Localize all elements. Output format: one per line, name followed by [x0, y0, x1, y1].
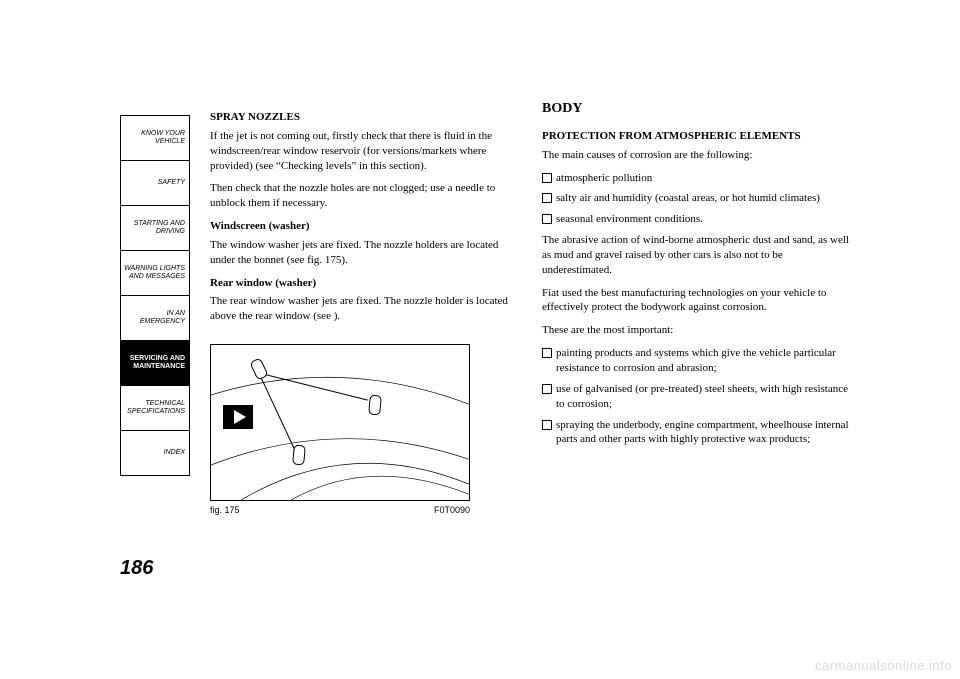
checkbox-bullet-icon	[542, 384, 552, 394]
figure-code: F0T0090	[434, 504, 470, 516]
left-column: SPRAY NOZZLES If the jet is not coming o…	[210, 100, 518, 516]
nozzle-icon	[292, 445, 306, 466]
list-item: spraying the underbody, engine compartme…	[542, 418, 850, 448]
checkbox-bullet-icon	[542, 420, 552, 430]
paragraph: The abrasive action of wind-borne atmosp…	[542, 233, 850, 278]
list-item-text: painting products and systems which give…	[556, 346, 850, 376]
list-item: use of galvanised (or pre-treated) steel…	[542, 382, 850, 412]
sidebar-tab[interactable]: KNOW YOURVEHICLE	[120, 115, 190, 160]
bullet-list: painting products and systems which give…	[542, 346, 850, 447]
figure-illustration	[210, 344, 470, 501]
paragraph: Then check that the nozzle holes are not…	[210, 181, 518, 211]
manual-page: KNOW YOURVEHICLESAFETYSTARTING ANDDRIVIN…	[120, 100, 850, 580]
figure-number: fig. 175	[210, 504, 240, 516]
figure-caption: fig. 175 F0T0090	[210, 504, 470, 516]
heading-rear-window-washer: Rear window (washer)	[210, 276, 518, 291]
list-item-text: use of galvanised (or pre-treated) steel…	[556, 382, 850, 412]
bonnet-lines-icon	[211, 345, 470, 500]
sidebar-tab[interactable]: IN AN EMERGENCY	[120, 295, 190, 340]
right-column: BODY PROTECTION FROM ATMOSPHERIC ELEMENT…	[542, 100, 850, 516]
sidebar-tab[interactable]: WARNING LIGHTSAND MESSAGES	[120, 250, 190, 295]
checkbox-bullet-icon	[542, 348, 552, 358]
heading-protection-atmospheric: PROTECTION FROM ATMOSPHERIC ELEMENTS	[542, 129, 850, 144]
sidebar-tab[interactable]: INDEX	[120, 430, 190, 476]
checkbox-bullet-icon	[542, 173, 552, 183]
paragraph: The rear window washer jets are fixed. T…	[210, 294, 518, 324]
paragraph: The window washer jets are fixed. The no…	[210, 238, 518, 268]
heading-body: BODY	[542, 100, 850, 119]
bullet-list: atmospheric pollution salty air and humid…	[542, 171, 850, 228]
list-item: seasonal environment conditions.	[542, 212, 850, 227]
sidebar-tab[interactable]: STARTING ANDDRIVING	[120, 205, 190, 250]
heading-spray-nozzles: SPRAY NOZZLES	[210, 110, 518, 125]
list-item: painting products and systems which give…	[542, 346, 850, 376]
paragraph: These are the most important:	[542, 323, 850, 338]
checkbox-bullet-icon	[542, 193, 552, 203]
list-item-text: salty air and humidity (coastal areas, o…	[556, 191, 850, 206]
figure-175: fig. 175 F0T0090	[210, 344, 470, 516]
paragraph: Fiat used the best manufacturing technol…	[542, 286, 850, 316]
paragraph: The main causes of corrosion are the fol…	[542, 148, 850, 163]
nozzle-icon	[368, 395, 382, 416]
content-columns: SPRAY NOZZLES If the jet is not coming o…	[210, 100, 850, 516]
sidebar-tab[interactable]: SAFETY	[120, 160, 190, 205]
checkbox-bullet-icon	[542, 214, 552, 224]
page-number: 186	[120, 557, 153, 580]
sidebar-tab[interactable]: SERVICING ANDMAINTENANCE	[120, 340, 190, 385]
paragraph: If the jet is not coming out, firstly ch…	[210, 129, 518, 174]
list-item: atmospheric pollution	[542, 171, 850, 186]
list-item-text: spraying the underbody, engine compartme…	[556, 418, 850, 448]
heading-windscreen-washer: Windscreen (washer)	[210, 219, 518, 234]
section-tabs-sidebar: KNOW YOURVEHICLESAFETYSTARTING ANDDRIVIN…	[120, 115, 190, 476]
list-item-text: atmospheric pollution	[556, 171, 850, 186]
sidebar-tab[interactable]: TECHNICALSPECIFICATIONS	[120, 385, 190, 430]
watermark: carmanualsonline.info	[815, 658, 952, 673]
list-item: salty air and humidity (coastal areas, o…	[542, 191, 850, 206]
list-item-text: seasonal environment conditions.	[556, 212, 850, 227]
